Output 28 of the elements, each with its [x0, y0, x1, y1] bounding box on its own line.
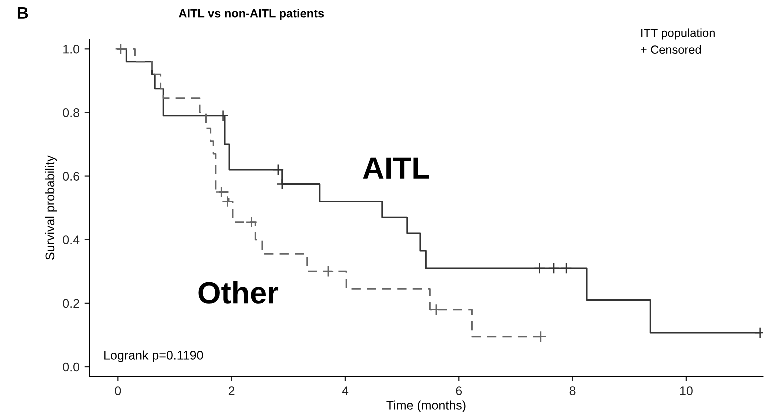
point [560, 262, 572, 274]
annotation: + Censored [641, 45, 702, 54]
x-tick-label: 8 [570, 386, 576, 396]
y-tick-label: 0.4 [63, 236, 80, 245]
x-tick-label: 0 [115, 386, 122, 396]
point [322, 266, 334, 278]
y-tick-label: 0.6 [63, 172, 80, 181]
x-tick-label: 6 [456, 386, 462, 396]
point [272, 164, 284, 176]
y-tick-label: 0.0 [63, 362, 80, 372]
point [548, 262, 560, 274]
text: B [18, 7, 28, 19]
chart-title: AITL vs non-AITL patients [179, 9, 324, 20]
series-label: Other [198, 281, 279, 304]
point [246, 216, 258, 228]
x-tick-label: 2 [228, 386, 235, 396]
y-tick-label: 1.0 [64, 44, 80, 54]
y-tick-label: 0.8 [63, 108, 80, 118]
annotation: ITT population [642, 28, 715, 40]
x-axis-title: Time (months) [386, 400, 466, 412]
point [534, 262, 546, 274]
annotation: Logrank p=0.1190 [104, 350, 204, 362]
y-axis-title: Survival probability [45, 156, 58, 260]
y-tick-label: 0.2 [63, 299, 80, 308]
series-label: AITL [363, 158, 430, 179]
x-tick-label: 4 [342, 386, 349, 396]
point [218, 110, 230, 122]
x-tick-label: 10 [680, 386, 693, 396]
